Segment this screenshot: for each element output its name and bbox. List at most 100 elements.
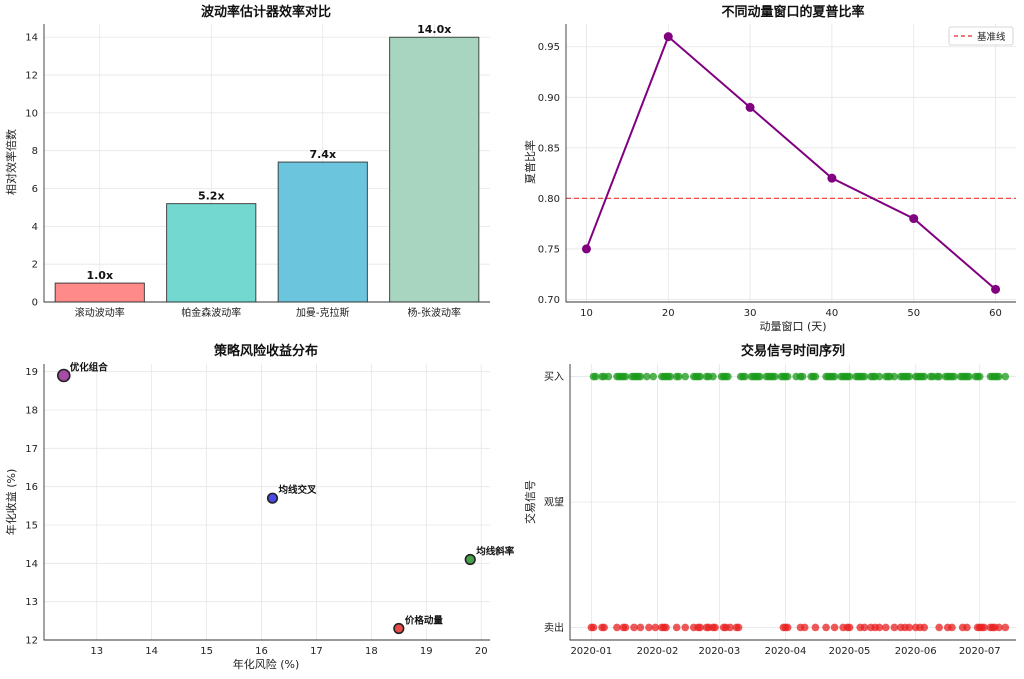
- x-tick-label: 13: [90, 646, 103, 657]
- x-tick-label: 19: [420, 646, 433, 657]
- x-axis-label: 动量窗口 (天): [759, 319, 826, 333]
- point-annotation: 均线交叉: [278, 484, 317, 496]
- signal-points: [587, 372, 1010, 632]
- sell-signal-point: [711, 623, 719, 632]
- sell-signal-point: [875, 623, 884, 632]
- x-tick-label: 20: [662, 308, 675, 319]
- sell-signal-point: [860, 623, 869, 632]
- sell-signal-point: [830, 623, 839, 632]
- x-tick-label: 滚动波动率: [75, 306, 125, 319]
- signal-timeseries-chart: 交易信号时间序列 交易信号 卖出 观望 买入 2020-01 2020-02 2020-0…: [523, 343, 1016, 657]
- buy-signal-point: [1001, 372, 1010, 381]
- bars: 1.0x 5.2x 7.4x 14.0x: [54, 23, 480, 303]
- y-tick-label: 买入: [544, 371, 564, 383]
- sell-signal-point: [811, 623, 820, 632]
- sharpe-line-chart: 不同动量窗口的夏普比率 夏普比率 动量窗口 (天) 0.700.750.800.…: [523, 4, 1016, 333]
- axis-spines: [569, 364, 1016, 641]
- series-point: [581, 244, 591, 254]
- scatter-point: [464, 553, 476, 566]
- buy-signal-point: [975, 372, 984, 381]
- y-tick-label: 8: [32, 146, 38, 157]
- tick-labels: 0.70 0.75 0.80 0.85 0.90 0.95 10 20 30 40 50 60: [538, 42, 1002, 319]
- x-tick-label: 16: [255, 646, 268, 657]
- axis-spines: [43, 24, 490, 303]
- scatter-point: [393, 622, 405, 635]
- sell-signal-point: [845, 623, 854, 632]
- sell-signal-point: [935, 623, 943, 632]
- buy-signal-point: [675, 372, 683, 381]
- buy-signal-point: [591, 372, 600, 381]
- x-tick-label: 2020-02: [637, 646, 679, 657]
- bar-value-label: 7.4x: [309, 148, 336, 161]
- point-annotation: 均线斜率: [476, 546, 515, 558]
- buy-signal-point: [643, 372, 651, 381]
- buy-signal-point: [771, 372, 779, 381]
- chart-title: 波动率估计器效率对比: [201, 4, 331, 20]
- series-point: [663, 32, 673, 42]
- gridlines: [570, 364, 1016, 640]
- efficiency-bar-chart: 波动率估计器效率对比 相对效率倍数 1.0x 5.2x 7.4x 14.0x 0 2 4 6…: [4, 4, 490, 319]
- scatter-point: [266, 492, 279, 504]
- buy-signal-point: [995, 372, 1003, 381]
- legend: 基准线: [948, 26, 1014, 46]
- point-annotation: 优化组合: [70, 362, 109, 374]
- sell-signal-point: [621, 623, 630, 632]
- chart-title: 交易信号时间序列: [741, 343, 845, 359]
- x-tick-label: 杨-张波动率: [407, 306, 461, 319]
- x-tick-label: 2020-05: [829, 646, 871, 657]
- y-tick-label: 18: [25, 406, 38, 417]
- bar: [166, 203, 257, 303]
- bar-value-label: 1.0x: [86, 269, 113, 282]
- tick-labels: 12 13 14 15 16 17 18 19 13 14 15 16 17 18 19 20: [25, 367, 487, 657]
- sell-signal-point: [645, 623, 653, 632]
- x-tick-label: 20: [475, 646, 488, 657]
- sell-signal-point: [890, 623, 899, 632]
- buy-signal-point: [741, 372, 749, 381]
- y-tick-label: 0.95: [538, 42, 560, 53]
- y-tick-label: 0.85: [538, 143, 560, 154]
- sell-signal-point: [920, 623, 929, 632]
- x-tick-label: 10: [580, 308, 593, 319]
- x-tick-label: 30: [744, 308, 757, 319]
- sell-signal-point: [822, 623, 830, 632]
- chart-title: 不同动量窗口的夏普比率: [721, 4, 864, 20]
- series-point: [991, 284, 1001, 294]
- x-tick-label: 帕金森波动率: [181, 306, 241, 319]
- x-tick-label: 2020-03: [698, 646, 740, 657]
- series-line: [585, 34, 997, 291]
- y-tick-label: 卖出: [544, 621, 564, 634]
- buy-signal-point: [860, 372, 869, 381]
- buy-signal-point: [920, 372, 929, 381]
- sell-signal-point: [783, 623, 792, 632]
- buy-signal-point: [935, 372, 943, 381]
- sell-signal-point: [589, 623, 598, 632]
- y-axis-label: 相对效率倍数: [4, 129, 18, 195]
- y-tick-label: 观望: [544, 496, 564, 509]
- buy-signal-point: [905, 372, 914, 381]
- buy-signal-point: [649, 372, 658, 381]
- y-tick-label: 0.70: [538, 295, 560, 306]
- buy-signal-point: [636, 372, 645, 381]
- series-point: [745, 102, 755, 112]
- x-tick-label: 加曼-克拉斯: [296, 306, 350, 319]
- sell-signal-point: [630, 623, 638, 632]
- y-axis-label: 交易信号: [523, 480, 537, 524]
- scatter-point: [56, 368, 71, 383]
- buy-signal-point: [756, 372, 764, 381]
- x-tick-label: 50: [907, 308, 920, 319]
- y-tick-label: 0.75: [538, 244, 560, 255]
- series-point: [827, 173, 837, 183]
- buy-signal-point: [875, 372, 884, 381]
- y-tick-label: 14: [25, 559, 38, 570]
- y-tick-label: 12: [25, 71, 38, 82]
- sell-signal-point: [1001, 623, 1010, 632]
- sell-signal-point: [948, 623, 956, 632]
- buy-signal-point: [811, 372, 820, 381]
- x-tick-label: 2020-04: [765, 646, 807, 657]
- x-tick-label: 15: [200, 646, 213, 657]
- y-tick-label: 0.80: [538, 194, 560, 205]
- x-tick-label: 2020-01: [570, 646, 612, 657]
- tick-labels: 卖出 观望 买入 2020-01 2020-02 2020-03 2020-04 2020-0…: [544, 371, 1001, 657]
